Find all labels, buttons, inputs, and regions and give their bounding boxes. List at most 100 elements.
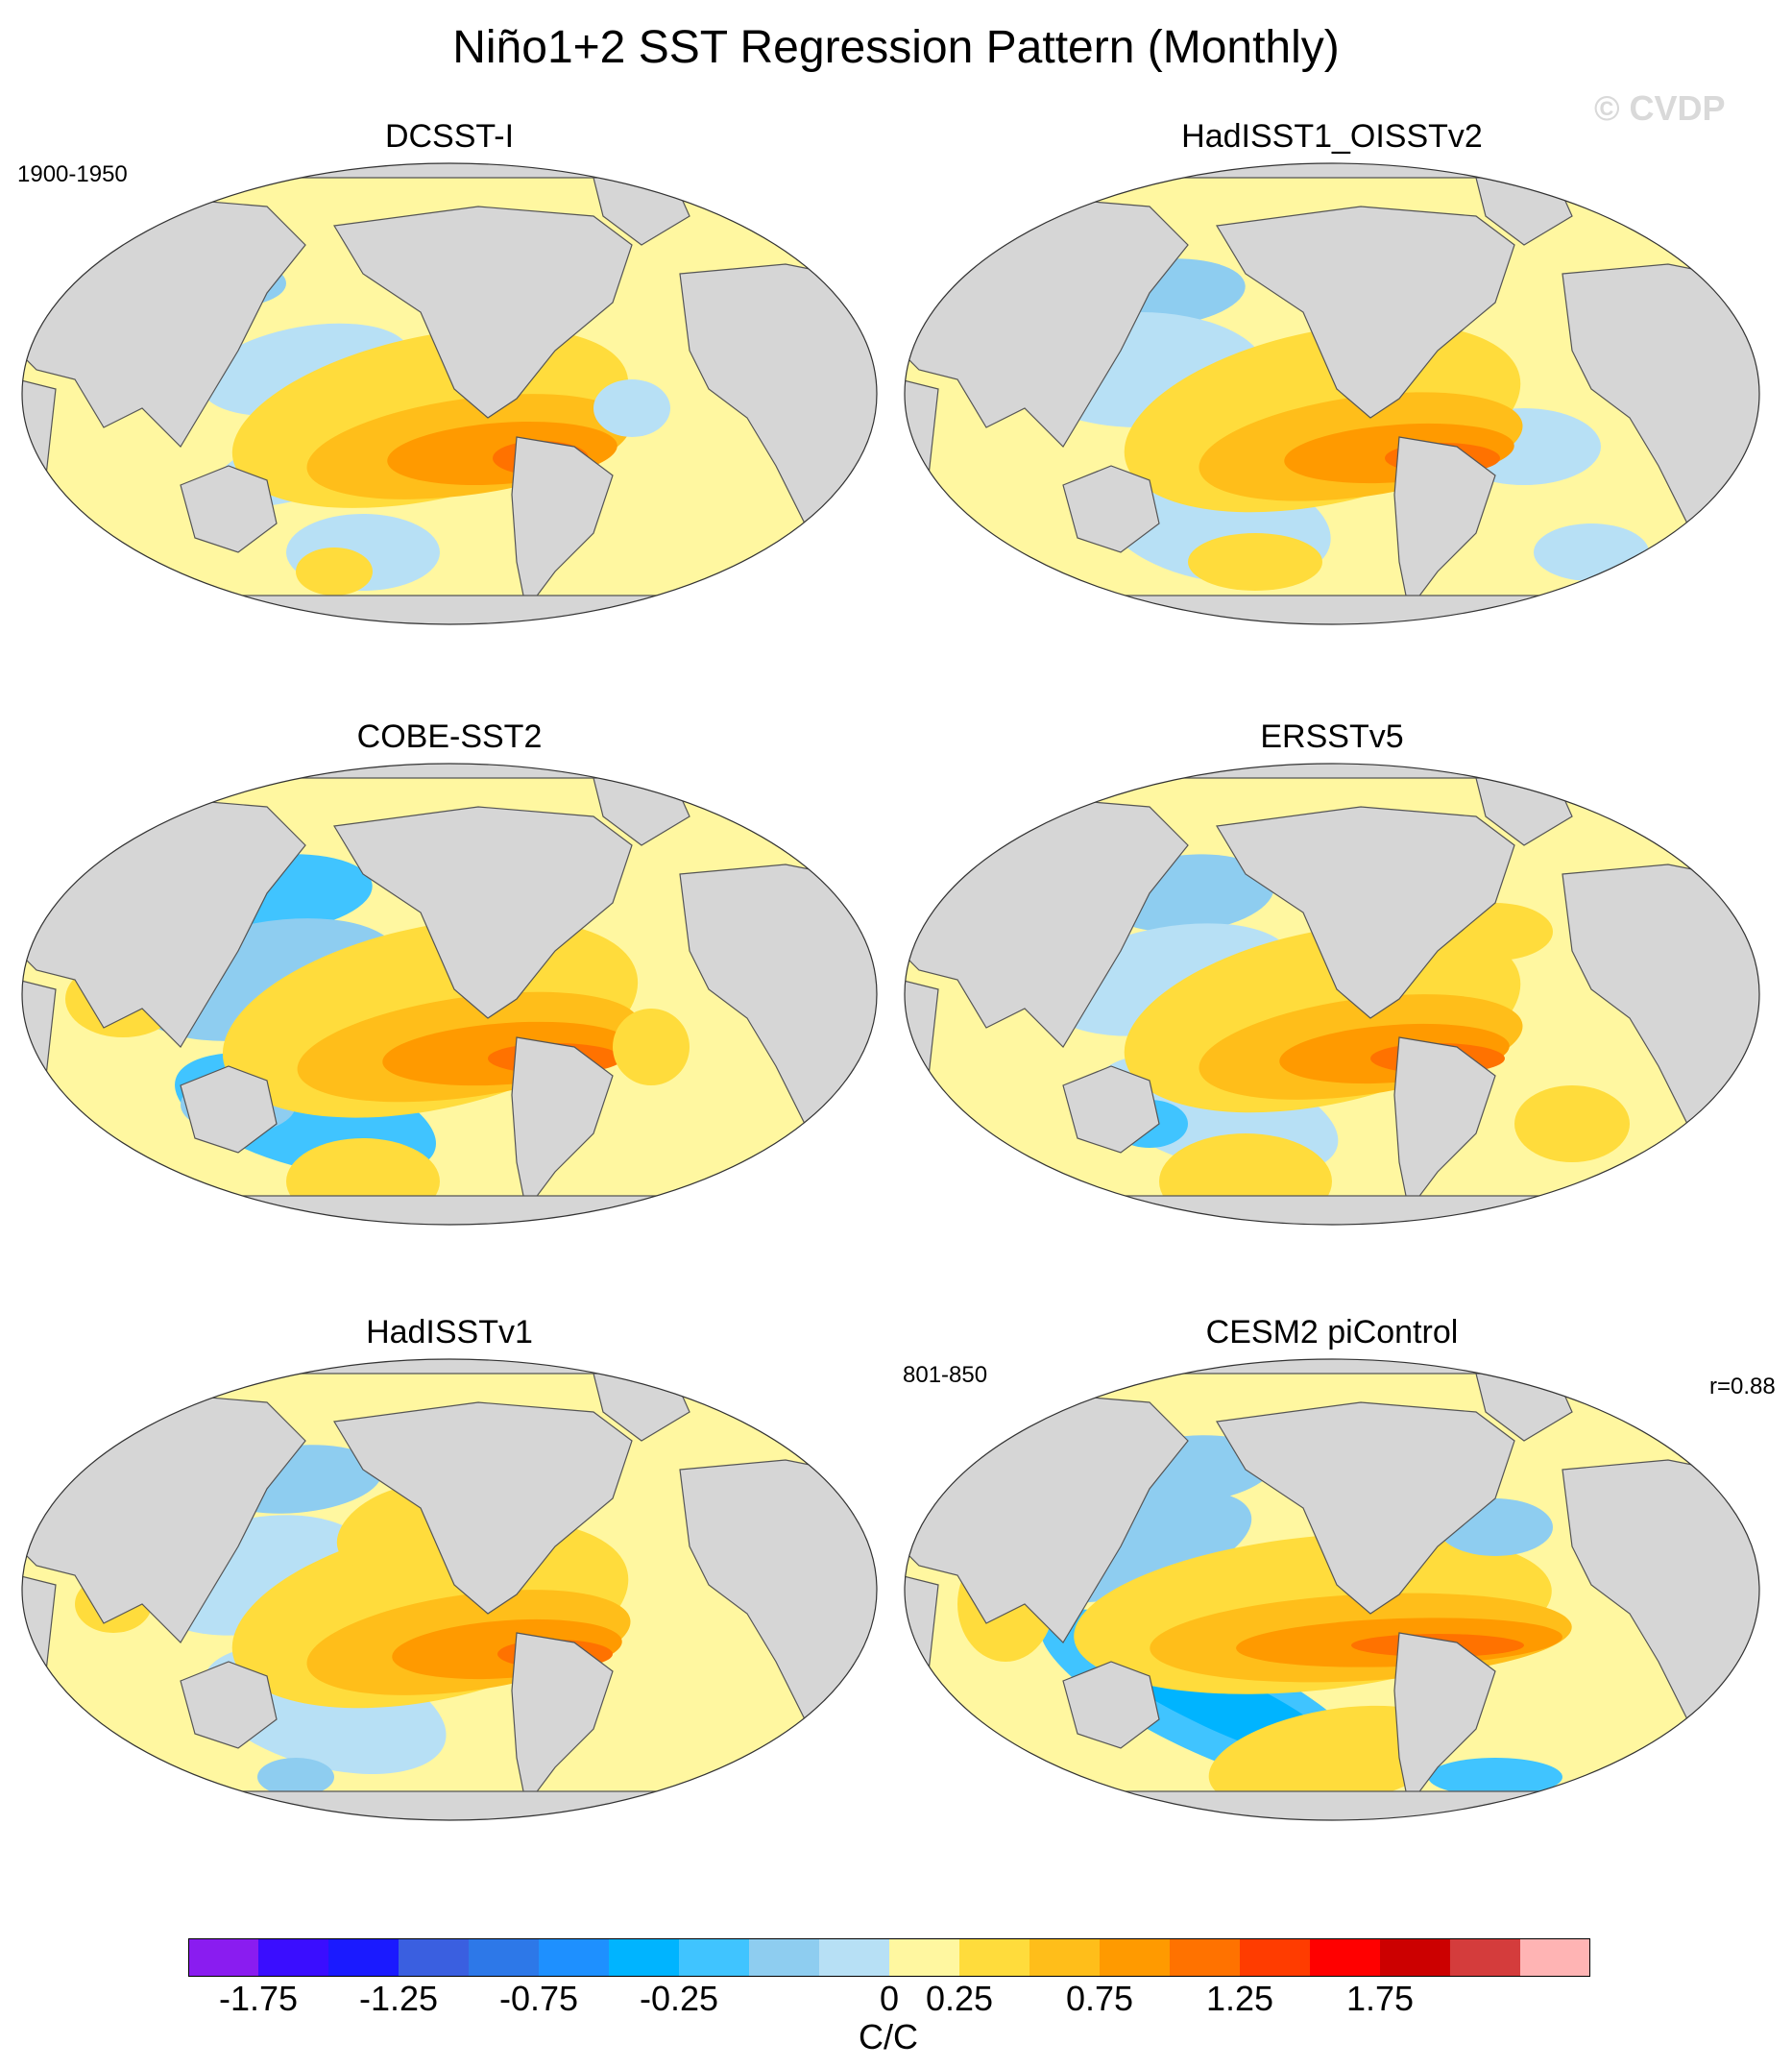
panel-title: DCSST-I bbox=[384, 118, 515, 155]
panel-title: ERSSTv5 bbox=[1260, 718, 1404, 755]
map-content bbox=[22, 1359, 877, 1820]
land-mass bbox=[1393, 436, 1496, 612]
land-mass bbox=[180, 465, 278, 553]
colorbar-cell bbox=[959, 1938, 1030, 1977]
colorbar-unit: C/C bbox=[859, 2017, 918, 2056]
panel-title: HadISST1_OISSTv2 bbox=[1181, 118, 1483, 155]
colorbar-frame bbox=[188, 1938, 1590, 1977]
map-cesm2-picontrol bbox=[904, 1358, 1760, 1821]
colorbar-cell bbox=[469, 1938, 540, 1977]
map-hadisst1-oisstv2 bbox=[904, 162, 1760, 625]
colorbar bbox=[188, 1938, 1590, 1977]
land-mass bbox=[180, 1661, 278, 1749]
colorbar-cell bbox=[749, 1938, 820, 1977]
colorbar-cell bbox=[1170, 1938, 1241, 1977]
land-mass bbox=[511, 1632, 614, 1808]
observed-period-label: 1900-1950 bbox=[17, 161, 128, 187]
map-content bbox=[22, 163, 877, 624]
panel-title: HadISSTv1 bbox=[366, 1314, 533, 1350]
colorbar-cell bbox=[1520, 1938, 1590, 1977]
sst-anomaly-region bbox=[593, 379, 670, 437]
land-mass bbox=[333, 206, 633, 419]
colorbar-cell bbox=[819, 1938, 890, 1977]
model-period-label: 801-850 bbox=[903, 1362, 988, 1388]
sst-anomaly-region bbox=[257, 1758, 334, 1796]
map-border bbox=[904, 162, 1760, 625]
land-mass bbox=[905, 163, 1759, 179]
colorbar-cell bbox=[328, 1938, 400, 1977]
pattern-correlation-label: r=0.88 bbox=[1709, 1374, 1776, 1399]
land-mass bbox=[22, 764, 877, 779]
colorbar-tick-label: 1.75 bbox=[1345, 1979, 1415, 2018]
map-border bbox=[21, 1358, 878, 1821]
map-border bbox=[904, 1358, 1760, 1821]
panel-title: COBE-SST2 bbox=[356, 718, 543, 755]
colorbar-tick-label: 0 bbox=[879, 1979, 900, 2018]
colorbar-cell bbox=[889, 1938, 960, 1977]
colorbar-cell bbox=[1100, 1938, 1171, 1977]
colorbar-cell bbox=[258, 1938, 329, 1977]
panel-cobe-sst2: COBE-SST2 bbox=[17, 718, 882, 1229]
watermark-text: © CVDP bbox=[1594, 88, 1726, 128]
colorbar-cell bbox=[1240, 1938, 1311, 1977]
land-mass bbox=[1216, 806, 1515, 1019]
map-dcsst-i bbox=[21, 162, 878, 625]
land-mass bbox=[905, 764, 1759, 779]
colorbar-cell bbox=[399, 1938, 470, 1977]
map-ersstv5 bbox=[904, 763, 1760, 1226]
map-content bbox=[22, 764, 877, 1225]
sst-anomaly-region bbox=[1534, 523, 1649, 581]
colorbar-cell bbox=[188, 1938, 259, 1977]
sst-anomaly-region bbox=[1188, 533, 1322, 591]
map-content bbox=[905, 764, 1759, 1225]
map-border bbox=[904, 763, 1760, 1226]
sst-anomaly-region bbox=[1208, 1705, 1456, 1811]
colorbar-tick-label: 1.25 bbox=[1205, 1979, 1274, 2018]
colorbar-cell bbox=[609, 1938, 680, 1977]
panel-ersstv5: ERSSTv5 bbox=[900, 718, 1764, 1229]
land-mass bbox=[1393, 1632, 1496, 1808]
panel-dcsst-i: DCSST-I bbox=[17, 118, 882, 629]
colorbar-tick-label: 0.25 bbox=[925, 1979, 994, 2018]
sst-anomaly-region bbox=[1428, 1758, 1562, 1796]
map-content bbox=[905, 163, 1759, 624]
colorbar-tick-label: -1.75 bbox=[218, 1979, 299, 2018]
land-mass bbox=[1216, 1401, 1515, 1615]
colorbar-cell bbox=[539, 1938, 610, 1977]
colorbar-cell bbox=[1310, 1938, 1381, 1977]
land-mass bbox=[511, 436, 614, 612]
land-mass bbox=[22, 163, 877, 179]
sst-anomaly-region bbox=[296, 547, 373, 596]
colorbar-cell bbox=[679, 1938, 750, 1977]
panel-hadisst1-oisstv2: HadISST1_OISSTv2 bbox=[900, 118, 1764, 629]
land-mass bbox=[1062, 465, 1160, 553]
sst-anomaly-region bbox=[1514, 1085, 1630, 1162]
map-cobe-sst2 bbox=[21, 763, 878, 1226]
map-border bbox=[21, 162, 878, 625]
colorbar-cell bbox=[1450, 1938, 1521, 1977]
land-mass bbox=[1062, 1065, 1160, 1154]
land-mass bbox=[905, 1359, 1759, 1375]
map-hadisstv1 bbox=[21, 1358, 878, 1821]
land-mass bbox=[22, 1359, 877, 1375]
land-mass bbox=[511, 1036, 614, 1212]
land-mass bbox=[180, 1065, 278, 1154]
land-mass bbox=[333, 1401, 633, 1615]
land-mass bbox=[1393, 1036, 1496, 1212]
colorbar-tick-label: 0.75 bbox=[1065, 1979, 1134, 2018]
colorbar-cell bbox=[1029, 1938, 1101, 1977]
sst-anomaly-region bbox=[613, 1009, 690, 1085]
land-mass bbox=[1062, 1661, 1160, 1749]
colorbar-tick-label: -0.25 bbox=[639, 1979, 719, 2018]
panel-hadisstv1: HadISSTv1 bbox=[17, 1314, 882, 1825]
land-mass bbox=[333, 806, 633, 1019]
panel-cesm2-picontrol: CESM2 piControl bbox=[900, 1314, 1764, 1825]
colorbar-cell bbox=[1380, 1938, 1451, 1977]
land-mass bbox=[1216, 206, 1515, 419]
colorbar-tick-label: -0.75 bbox=[498, 1979, 579, 2018]
map-border bbox=[21, 763, 878, 1226]
figure-title: Niño1+2 SST Regression Pattern (Monthly) bbox=[452, 22, 1340, 73]
colorbar-tick-label: -1.25 bbox=[358, 1979, 439, 2018]
panel-title: CESM2 piControl bbox=[1205, 1314, 1459, 1350]
map-content bbox=[905, 1359, 1759, 1820]
